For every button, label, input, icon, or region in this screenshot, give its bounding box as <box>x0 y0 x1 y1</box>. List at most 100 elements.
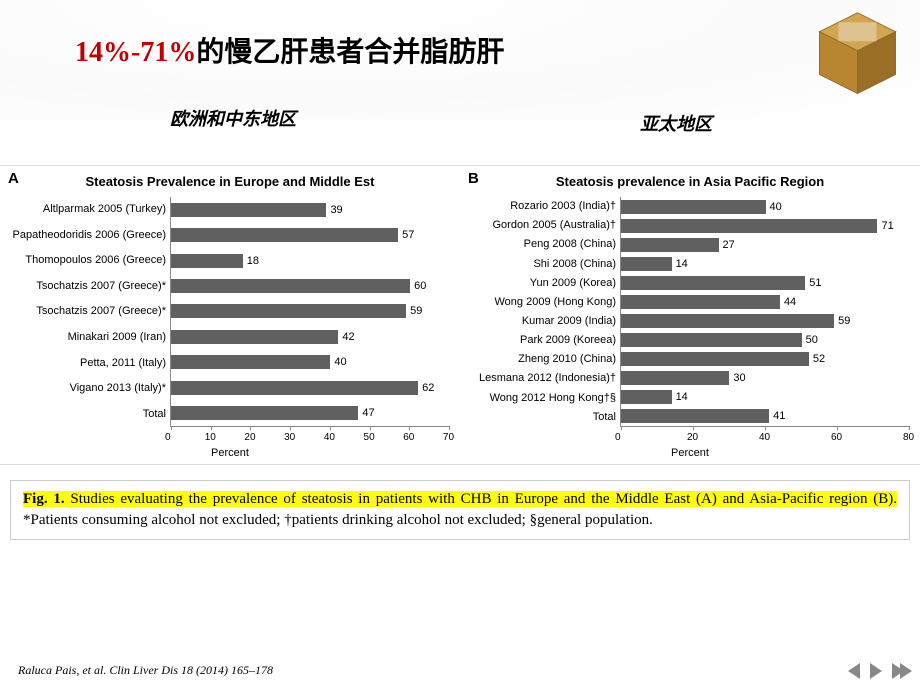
bar-label: Yun 2009 (Korea) <box>470 278 616 289</box>
bar <box>171 406 358 420</box>
bar-row: 14 <box>621 257 910 271</box>
bar-row: 59 <box>171 304 450 318</box>
chart-b-panel: B <box>468 170 479 187</box>
x-tick: 60 <box>837 426 838 430</box>
nav-buttons <box>844 662 908 680</box>
bar-value: 42 <box>342 331 354 343</box>
nav-prev-button[interactable] <box>844 662 864 680</box>
bar <box>171 279 410 293</box>
caption-hl: Studies evaluating the prevalence of ste… <box>70 491 897 507</box>
bar-value: 47 <box>362 407 374 419</box>
bar-value: 62 <box>422 382 434 394</box>
bar-row: 71 <box>621 219 910 233</box>
bar <box>621 238 719 252</box>
bar <box>621 219 877 233</box>
bar-value: 40 <box>770 201 782 213</box>
bar-label: Park 2009 (Koreea) <box>470 335 616 346</box>
bar <box>621 390 672 404</box>
bar <box>621 409 769 423</box>
citation: Raluca Pais, et al. Clin Liver Dis 18 (2… <box>18 663 273 678</box>
x-tick: 20 <box>250 426 251 430</box>
bar-label: Kumar 2009 (India) <box>470 316 616 327</box>
bar <box>171 355 330 369</box>
slide-title: 14%-71%的慢乙肝患者合并脂肪肝 <box>75 30 504 70</box>
bar-label: Thomopoulos 2006 (Greece) <box>10 255 166 266</box>
bar <box>621 333 802 347</box>
bar <box>171 381 418 395</box>
x-tick: 40 <box>765 426 766 430</box>
figure-caption: Fig. 1. Studies evaluating the prevalenc… <box>10 480 910 540</box>
chart-a-xlabel: Percent <box>10 447 450 459</box>
bar-value: 39 <box>330 204 342 216</box>
bar-value: 59 <box>838 315 850 327</box>
bar-row: 40 <box>171 355 450 369</box>
chart-a-panel: A <box>8 170 19 187</box>
bar-row: 27 <box>621 238 910 252</box>
chart-b-title: Steatosis prevalence in Asia Pacific Reg… <box>470 174 910 189</box>
bar-row: 30 <box>621 371 910 385</box>
bar-label: Minakari 2009 (Iran) <box>10 332 166 343</box>
bar-label: Wong 2012 Hong Kong†§ <box>470 393 616 404</box>
bar-row: 60 <box>171 279 450 293</box>
bar <box>171 228 398 242</box>
bar-label: Wong 2009 (Hong Kong) <box>470 297 616 308</box>
bar-label: Lesmana 2012 (Indonesia)† <box>470 373 616 384</box>
chart-a-title: Steatosis Prevalence in Europe and Middl… <box>10 174 450 189</box>
bar-value: 40 <box>334 356 346 368</box>
nav-last-button[interactable] <box>888 662 908 680</box>
bar-row: 18 <box>171 254 450 268</box>
chart-a: A Steatosis Prevalence in Europe and Mid… <box>0 166 460 464</box>
bar-label: Zheng 2010 (China) <box>470 354 616 365</box>
bar <box>171 304 406 318</box>
chart-a-ticks: 010203040506070 <box>171 426 450 430</box>
bar-label: Tsochatzis 2007 (Greece)* <box>10 281 166 292</box>
chart-a-ylabels: Altlparmak 2005 (Turkey)Papatheodoridis … <box>10 197 170 427</box>
x-tick: 60 <box>409 426 410 430</box>
bar <box>621 257 672 271</box>
x-tick: 70 <box>449 426 450 430</box>
bar-value: 27 <box>723 239 735 251</box>
bar-value: 18 <box>247 255 259 267</box>
nav-next-button[interactable] <box>866 662 886 680</box>
bar <box>171 330 338 344</box>
bar-value: 71 <box>881 220 893 232</box>
chart-b-bars: 407127145144595052301441 <box>621 197 910 426</box>
bar-row: 39 <box>171 203 450 217</box>
bar-row: 44 <box>621 295 910 309</box>
bar-value: 30 <box>733 372 745 384</box>
bar <box>621 295 780 309</box>
triangle-right-icon <box>870 663 882 679</box>
caption-tail: *Patients consuming alcohol not excluded… <box>23 512 653 528</box>
bar-label: Total <box>10 409 166 420</box>
region-right-label: 亚太地区 <box>640 110 712 136</box>
bar-row: 51 <box>621 276 910 290</box>
bar-row: 50 <box>621 333 910 347</box>
x-tick: 30 <box>290 426 291 430</box>
bar-value: 14 <box>676 258 688 270</box>
bar-label: Peng 2008 (China) <box>470 239 616 250</box>
x-tick: 0 <box>621 426 622 430</box>
bar <box>621 276 805 290</box>
chart-b-plot: 407127145144595052301441 020406080 <box>620 197 910 427</box>
cube-decoration <box>810 8 905 103</box>
bar-label: Petta, 2011 (Italy) <box>10 358 166 369</box>
triangle-double-right-icon <box>892 663 904 679</box>
bar <box>621 371 729 385</box>
bar-value: 52 <box>813 353 825 365</box>
bar-row: 47 <box>171 406 450 420</box>
chart-b-xlabel: Percent <box>470 447 910 459</box>
chart-b-bars-area: Rozario 2003 (India)†Gordon 2005 (Austra… <box>470 197 910 427</box>
chart-b-ylabels: Rozario 2003 (India)†Gordon 2005 (Austra… <box>470 197 620 427</box>
bar <box>171 254 243 268</box>
bar-row: 57 <box>171 228 450 242</box>
slide: 14%-71%的慢乙肝患者合并脂肪肝 欧洲和中东地区 亚太地区 A Steato… <box>0 0 920 690</box>
bar-label: Tsochatzis 2007 (Greece)* <box>10 306 166 317</box>
chart-a-bars: 39 57 18 60 59 42 40 62 47 <box>171 197 450 426</box>
bar-label: Gordon 2005 (Australia)† <box>470 220 616 231</box>
triangle-left-icon <box>848 663 860 679</box>
bar <box>621 200 766 214</box>
caption-fig: Fig. 1. <box>23 491 65 507</box>
bar-row: 62 <box>171 381 450 395</box>
bar-value: 44 <box>784 296 796 308</box>
bar <box>171 203 326 217</box>
